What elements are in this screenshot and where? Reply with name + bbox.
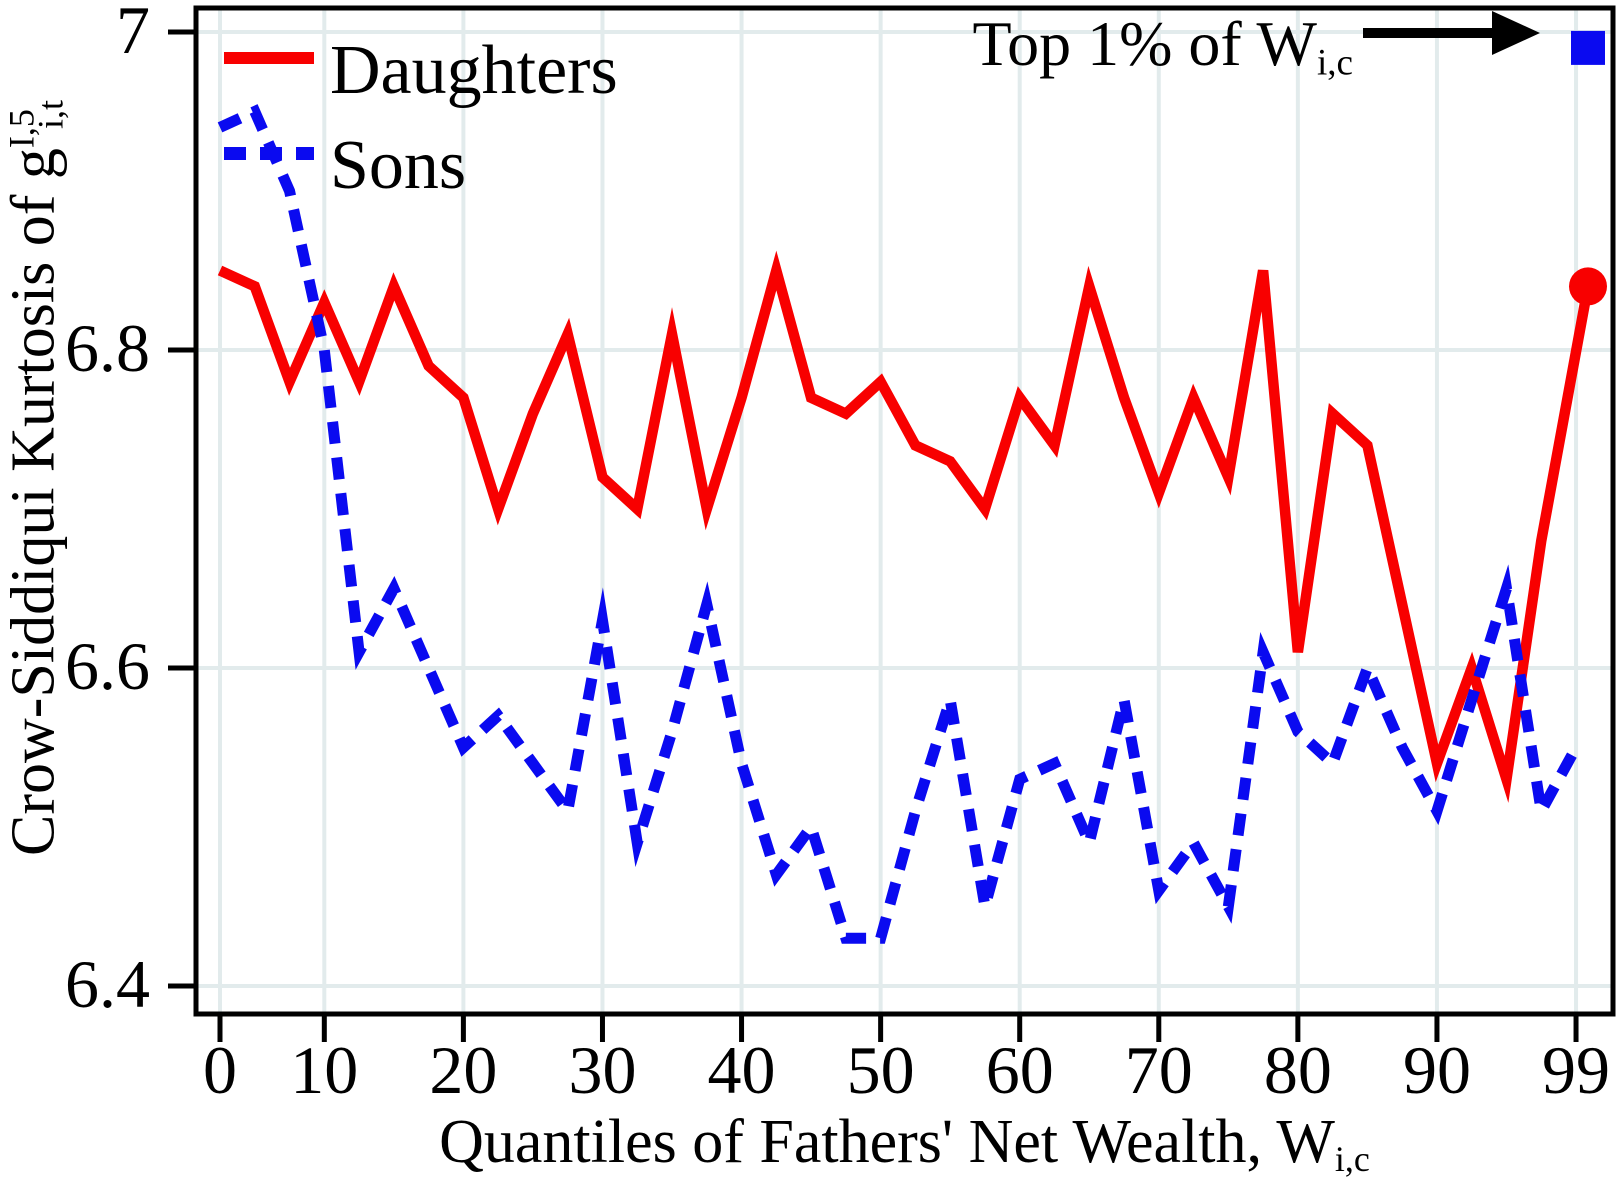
x-tick-label: 60 bbox=[985, 1032, 1054, 1108]
top1-annotation-text: Top 1% of W bbox=[972, 8, 1317, 79]
x-tick-label: 40 bbox=[707, 1032, 776, 1108]
x-tick-label: 10 bbox=[290, 1032, 359, 1108]
top1-annotation: Top 1% of Wi,c bbox=[972, 12, 1353, 84]
x-tick-label: 30 bbox=[568, 1032, 637, 1108]
x-tick-label: 0 bbox=[203, 1032, 237, 1108]
series-line-sons bbox=[217, 104, 1581, 944]
top1-marker-sons-square bbox=[1571, 30, 1605, 65]
x-tick-label: 80 bbox=[1263, 1032, 1332, 1108]
y-tick-label: 6.8 bbox=[65, 310, 150, 386]
x-tick-label: 20 bbox=[429, 1032, 498, 1108]
y-tick-label: 7 bbox=[116, 0, 150, 68]
legend-sons-label: Sons bbox=[330, 127, 467, 204]
y-tick-label: 6.6 bbox=[65, 628, 150, 704]
plot-border bbox=[193, 5, 1616, 1017]
top1-arrow-head bbox=[1492, 11, 1540, 55]
x-axis-title: Quantiles of Fathers' Net Wealth, Wi,c bbox=[196, 1111, 1613, 1178]
x-axis-title-subscript: i,c bbox=[1334, 1138, 1370, 1179]
y-axis-title-text: Crow-Siddiqui Kurtosis of g bbox=[0, 148, 68, 857]
x-tick-label: 50 bbox=[846, 1032, 915, 1108]
top1-marker-daughters-circle bbox=[1569, 267, 1607, 306]
legend-daughters-line-sample bbox=[224, 52, 314, 64]
y-axis-title: Crow-Siddiqui Kurtosis of gI,5i,t bbox=[0, 99, 71, 857]
legend-sons-line-sample bbox=[224, 147, 314, 160]
top1-annotation-subscript: i,c bbox=[1316, 42, 1353, 84]
series-line-daughters bbox=[217, 250, 1594, 803]
x-tick-label: 99 bbox=[1542, 1032, 1611, 1108]
y-axis-title-subscript: i,t bbox=[30, 99, 71, 129]
x-tick-label: 70 bbox=[1124, 1032, 1193, 1108]
legend-daughters-label: Daughters bbox=[330, 32, 618, 109]
x-axis-title-text: Quantiles of Fathers' Net Wealth, W bbox=[439, 1108, 1335, 1176]
x-tick-label: 90 bbox=[1402, 1032, 1471, 1108]
y-tick-label: 6.4 bbox=[65, 946, 150, 1022]
